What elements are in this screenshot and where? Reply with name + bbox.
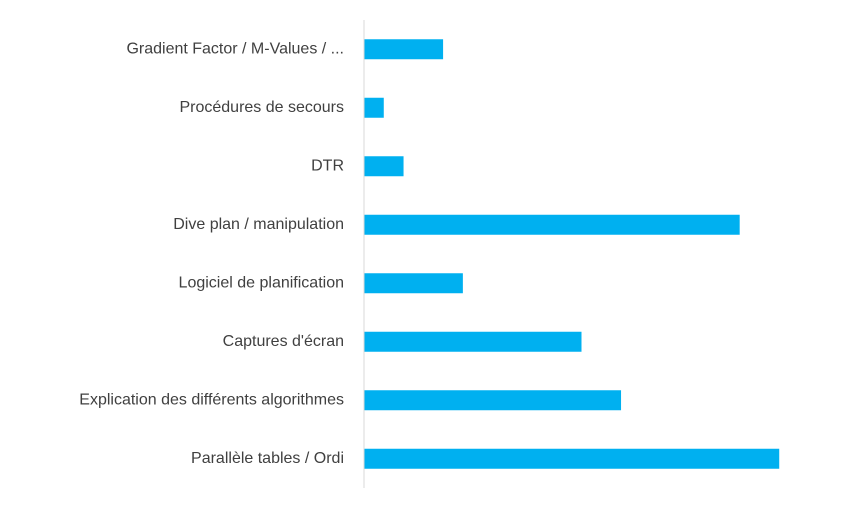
category-label: Parallèle tables / Ordi (191, 450, 344, 467)
category-label: Explication des différents algorithmes (79, 391, 344, 408)
bars (364, 39, 780, 469)
bar (364, 448, 780, 469)
bar (364, 214, 740, 235)
category-label: Gradient Factor / M-Values / ... (126, 40, 344, 57)
category-label: Dive plan / manipulation (173, 216, 344, 233)
bar (364, 39, 444, 60)
bar (364, 331, 582, 352)
bar (364, 97, 384, 118)
bar (364, 390, 622, 411)
category-label: Logiciel de planification (179, 274, 344, 291)
bar (364, 156, 404, 177)
category-label: Captures d'écran (223, 333, 344, 350)
bar (364, 273, 463, 294)
category-label: DTR (311, 157, 344, 174)
category-label: Procédures de secours (179, 99, 344, 116)
category-labels: Gradient Factor / M-Values / ... Procédur… (79, 40, 344, 467)
